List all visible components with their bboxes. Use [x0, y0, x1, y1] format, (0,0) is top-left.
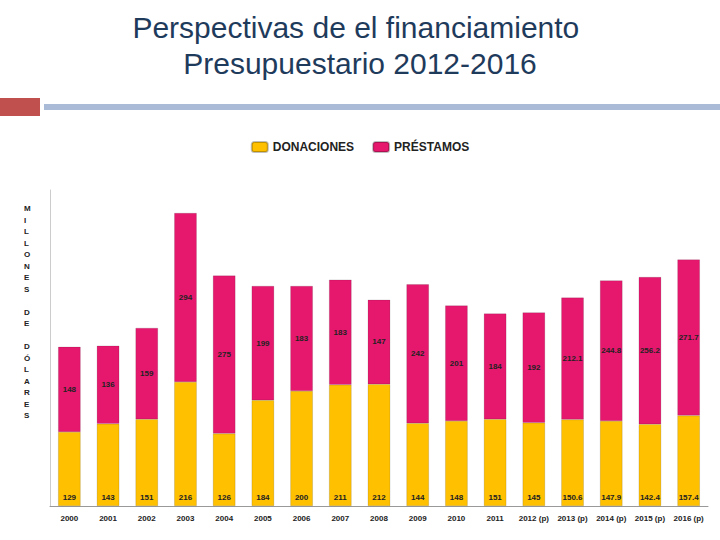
svg-text:2011: 2011 — [486, 514, 504, 523]
svg-text:136: 136 — [101, 380, 115, 389]
svg-text:275: 275 — [217, 350, 231, 359]
svg-text:199: 199 — [256, 339, 270, 348]
svg-text:183: 183 — [295, 334, 309, 343]
svg-text:D: D — [24, 342, 30, 351]
svg-text:2008: 2008 — [370, 514, 388, 523]
svg-text:2009: 2009 — [409, 514, 427, 523]
svg-text:244.8: 244.8 — [601, 346, 622, 355]
svg-text:S: S — [24, 285, 30, 294]
svg-text:2006: 2006 — [293, 514, 311, 523]
svg-text:145: 145 — [527, 493, 541, 502]
svg-text:PRÉSTAMOS: PRÉSTAMOS — [394, 139, 469, 154]
svg-text:E: E — [24, 400, 30, 409]
svg-text:S: S — [24, 411, 30, 420]
svg-text:E: E — [24, 273, 30, 282]
svg-text:148: 148 — [63, 385, 77, 394]
svg-text:216: 216 — [179, 493, 193, 502]
svg-text:2002: 2002 — [138, 514, 156, 523]
svg-text:256.2: 256.2 — [640, 346, 661, 355]
svg-text:212: 212 — [372, 493, 386, 502]
svg-text:2007: 2007 — [331, 514, 349, 523]
svg-text:L: L — [24, 239, 29, 248]
svg-text:157.4: 157.4 — [679, 493, 700, 502]
svg-text:A: A — [24, 377, 30, 386]
svg-text:Perspectivas de el financiamie: Perspectivas de el financiamiento — [132, 11, 587, 44]
svg-text:201: 201 — [450, 359, 464, 368]
svg-text:147: 147 — [372, 337, 386, 346]
svg-text:294: 294 — [179, 293, 193, 302]
svg-text:2000: 2000 — [60, 514, 78, 523]
svg-text:148: 148 — [450, 493, 464, 502]
svg-text:2003: 2003 — [177, 514, 195, 523]
svg-text:2010: 2010 — [448, 514, 466, 523]
svg-text:143: 143 — [101, 493, 115, 502]
svg-text:184: 184 — [488, 362, 502, 371]
svg-text:242: 242 — [411, 349, 425, 358]
svg-text:151: 151 — [140, 493, 154, 502]
svg-text:159: 159 — [140, 369, 154, 378]
svg-text:271.7: 271.7 — [679, 333, 700, 342]
svg-text:2014 (p): 2014 (p) — [596, 514, 627, 523]
svg-text:M: M — [24, 204, 31, 213]
svg-text:Presupuestario 2012-2016: Presupuestario 2012-2016 — [183, 47, 537, 80]
svg-text:E: E — [24, 319, 30, 328]
svg-text:Ó: Ó — [24, 354, 30, 363]
svg-text:200: 200 — [295, 493, 309, 502]
svg-text:2001: 2001 — [99, 514, 117, 523]
svg-text:2015 (p): 2015 (p) — [635, 514, 666, 523]
svg-text:183: 183 — [334, 328, 348, 337]
svg-text:192: 192 — [527, 363, 541, 372]
svg-text:2005: 2005 — [254, 514, 272, 523]
svg-text:2012 (p): 2012 (p) — [519, 514, 550, 523]
svg-text:144: 144 — [411, 493, 425, 502]
svg-text:150.6: 150.6 — [563, 493, 584, 502]
svg-text:D: D — [24, 308, 30, 317]
svg-text:184: 184 — [256, 493, 270, 502]
svg-text:2004: 2004 — [215, 514, 233, 523]
svg-text:142.4: 142.4 — [640, 493, 661, 502]
svg-text:211: 211 — [334, 493, 347, 502]
svg-text:2013 (p): 2013 (p) — [557, 514, 588, 523]
svg-text:L: L — [24, 227, 29, 236]
svg-text:147.9: 147.9 — [601, 493, 622, 502]
svg-text:126: 126 — [217, 493, 231, 502]
svg-text:DONACIONES: DONACIONES — [273, 140, 354, 154]
svg-text:R: R — [24, 388, 30, 397]
svg-text:L: L — [24, 365, 29, 374]
svg-text:212.1: 212.1 — [563, 354, 584, 363]
svg-text:129: 129 — [63, 493, 77, 502]
svg-text:I: I — [24, 216, 26, 225]
svg-text:2016 (p): 2016 (p) — [674, 514, 705, 523]
svg-text:O: O — [24, 250, 30, 259]
svg-text:N: N — [24, 262, 30, 271]
svg-text:151: 151 — [488, 493, 502, 502]
